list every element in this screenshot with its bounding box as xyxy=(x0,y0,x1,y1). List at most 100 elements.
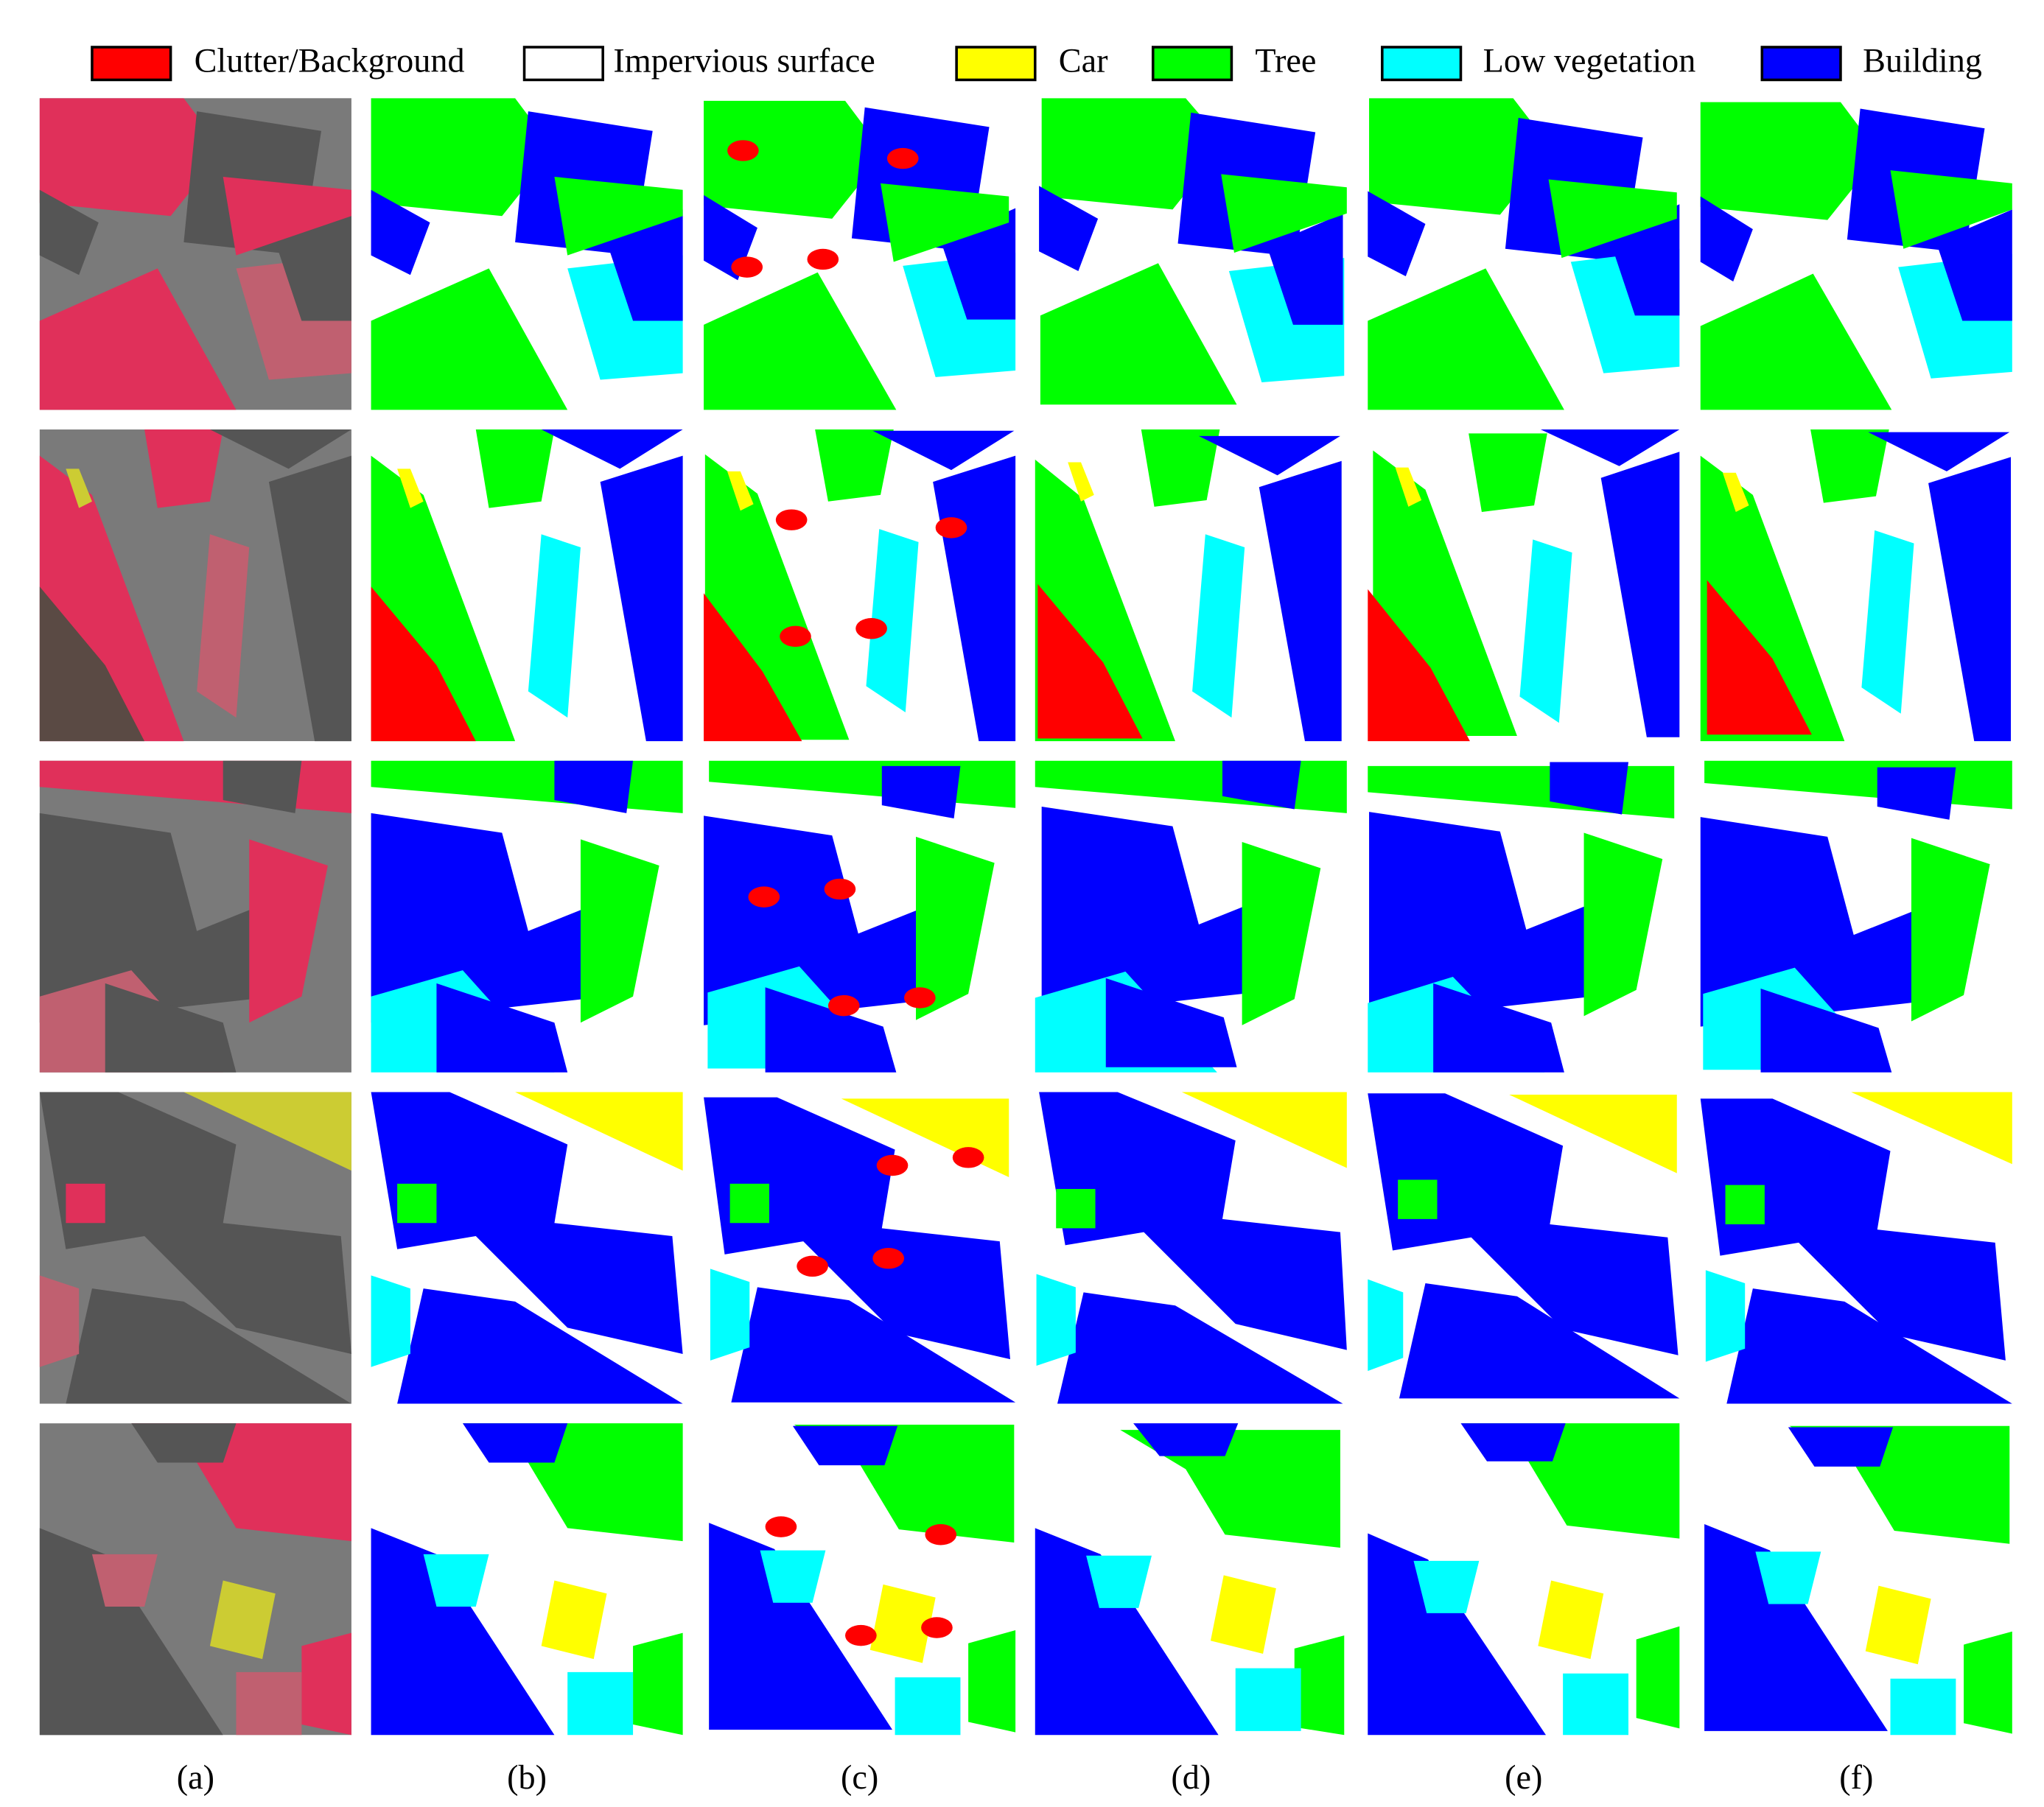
region xyxy=(633,1632,683,1736)
noise xyxy=(876,1154,909,1176)
noise xyxy=(748,886,780,908)
region xyxy=(1037,583,1143,739)
region xyxy=(209,429,351,469)
tile xyxy=(39,760,351,1073)
region xyxy=(895,1677,961,1736)
region xyxy=(1600,452,1680,737)
tile xyxy=(39,1092,351,1404)
noise xyxy=(727,140,759,161)
region xyxy=(841,1098,1009,1178)
region xyxy=(1911,838,1990,1022)
region xyxy=(815,429,894,502)
region xyxy=(1242,841,1321,1025)
region xyxy=(580,839,659,1023)
noise xyxy=(765,1516,797,1537)
region xyxy=(528,534,581,718)
tile xyxy=(1035,429,1347,742)
region xyxy=(1760,989,1892,1073)
noise xyxy=(952,1147,984,1168)
region xyxy=(39,189,99,276)
region xyxy=(1928,457,2012,742)
region xyxy=(1221,174,1347,253)
legend-swatch xyxy=(91,46,172,82)
region xyxy=(727,471,754,511)
region xyxy=(704,100,885,219)
region xyxy=(371,813,607,1023)
tile xyxy=(1368,429,1680,742)
region xyxy=(371,1275,410,1367)
tile xyxy=(39,98,351,410)
tile xyxy=(1700,1423,2012,1736)
region xyxy=(1705,1270,1746,1362)
region xyxy=(183,1092,351,1171)
legend-label: Building xyxy=(1863,42,1982,80)
region xyxy=(1851,1092,2012,1165)
region xyxy=(554,176,683,256)
noise xyxy=(824,878,856,900)
region xyxy=(1141,429,1220,507)
region xyxy=(1433,983,1564,1073)
region xyxy=(968,1630,1016,1733)
region xyxy=(1368,1093,1679,1355)
region xyxy=(1267,213,1343,325)
region xyxy=(209,1580,276,1660)
region xyxy=(39,1528,223,1736)
region xyxy=(397,1183,437,1224)
region xyxy=(704,272,897,410)
region xyxy=(1192,534,1245,718)
tile xyxy=(1368,1092,1680,1404)
region xyxy=(1460,1423,1566,1462)
tile xyxy=(371,98,683,410)
region xyxy=(1368,268,1564,410)
tile xyxy=(704,98,1016,410)
region xyxy=(515,1092,683,1171)
region xyxy=(1395,467,1422,507)
tile xyxy=(1368,98,1680,410)
region xyxy=(765,987,897,1073)
region xyxy=(541,1580,607,1660)
region xyxy=(197,534,250,718)
legend-swatch xyxy=(1760,46,1842,82)
region xyxy=(1041,806,1278,1017)
legend-label: Impervious surface xyxy=(613,42,875,80)
region xyxy=(1725,1185,1765,1224)
region xyxy=(704,1097,1011,1360)
region xyxy=(1368,589,1470,742)
region xyxy=(1583,832,1663,1017)
tile xyxy=(1035,1092,1347,1404)
region xyxy=(105,983,237,1073)
column-label: (f) xyxy=(1839,1758,1873,1796)
tile xyxy=(704,1423,1016,1736)
noise xyxy=(845,1624,877,1646)
tile xyxy=(1700,98,2012,410)
region xyxy=(1704,1524,1888,1731)
tile xyxy=(1035,1423,1347,1736)
region xyxy=(1398,1179,1438,1219)
tile xyxy=(1035,760,1347,1073)
region xyxy=(1368,191,1426,277)
region xyxy=(1700,102,1880,220)
region xyxy=(1936,209,2012,321)
region xyxy=(39,1092,351,1354)
tile xyxy=(1700,429,2012,742)
column-label: (e) xyxy=(1505,1758,1542,1796)
region xyxy=(371,1092,683,1354)
region xyxy=(731,1287,1016,1403)
region xyxy=(541,429,683,469)
tile xyxy=(704,760,1016,1073)
region xyxy=(39,98,223,217)
region xyxy=(1540,429,1680,466)
tile xyxy=(704,429,1016,742)
tile xyxy=(1368,760,1680,1073)
region xyxy=(1399,1283,1680,1399)
legend-swatch xyxy=(522,46,604,82)
tile xyxy=(371,1423,683,1736)
region xyxy=(1890,1678,1956,1736)
region xyxy=(567,1671,634,1736)
region xyxy=(131,1423,237,1463)
region xyxy=(1181,1092,1347,1168)
region xyxy=(1755,1551,1821,1604)
noise xyxy=(886,147,919,169)
region xyxy=(268,455,351,742)
legend-label: Tree xyxy=(1255,42,1316,80)
